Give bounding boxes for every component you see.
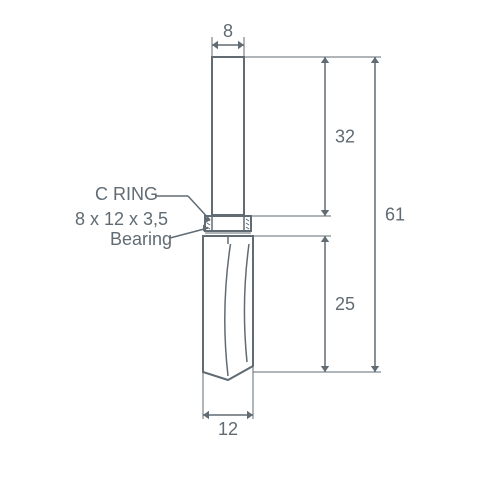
dim-total-len: 61 <box>385 205 405 225</box>
dim-cutter-dia: 12 <box>218 419 238 439</box>
label-bearing-spec: 8 x 12 x 3,5 <box>75 209 168 229</box>
router-bit-diagram: 8 32 25 61 12 C RING 8 x 12 x 3,5Bearing <box>0 0 500 500</box>
label-c-ring: C RING <box>95 184 158 204</box>
label-bearing: Bearing <box>110 229 172 249</box>
dim-shank-len: 32 <box>335 127 355 147</box>
dim-shank-dia: 8 <box>223 21 233 41</box>
dim-cutter-len: 25 <box>335 294 355 314</box>
